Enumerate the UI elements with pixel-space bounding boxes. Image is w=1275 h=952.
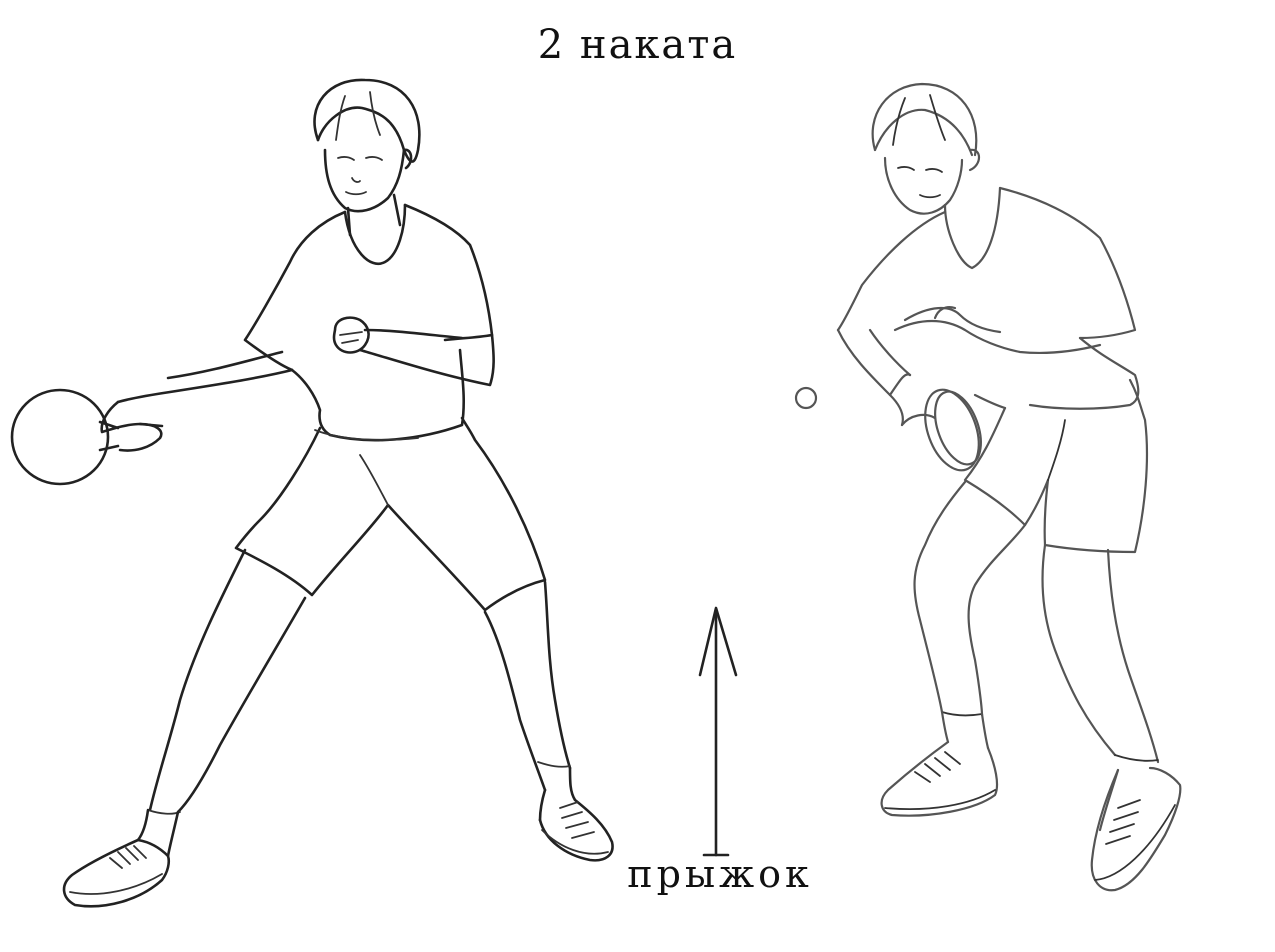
diagram-title: 2 наката xyxy=(537,22,738,68)
player-right-figure xyxy=(794,82,1182,892)
ball-icon xyxy=(794,386,818,410)
player-left-figure xyxy=(10,78,614,908)
jump-arrow xyxy=(698,606,738,857)
arrow-caption: прыжок xyxy=(627,852,813,896)
